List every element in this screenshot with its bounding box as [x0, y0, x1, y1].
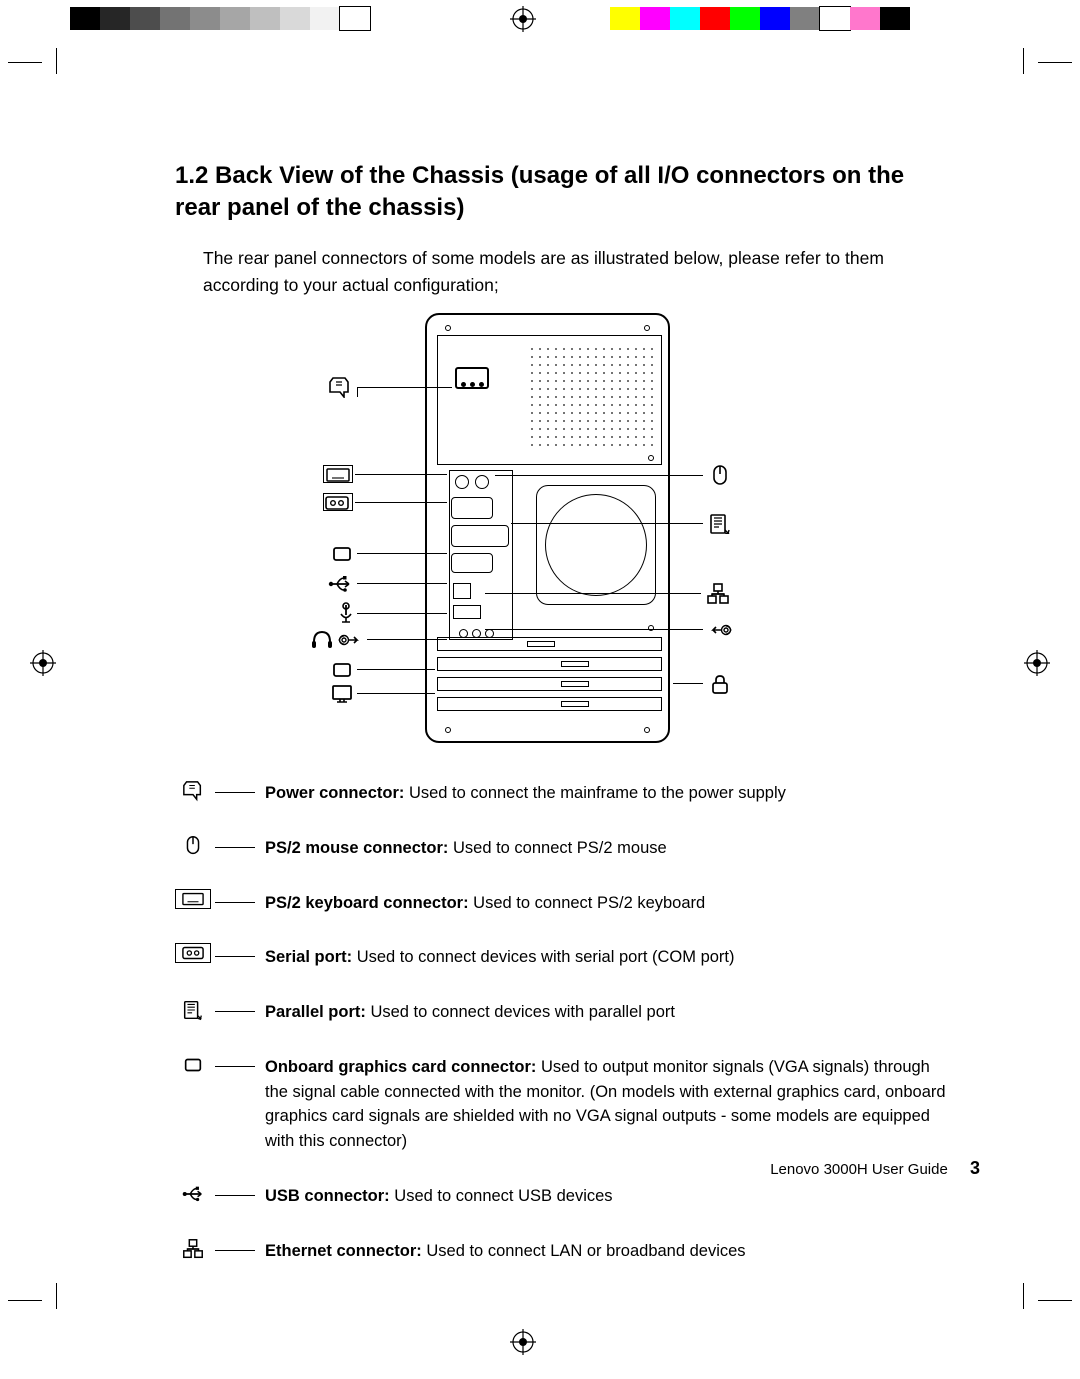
footer-page-number: 3	[970, 1158, 980, 1178]
keyboard-icon	[323, 465, 353, 483]
ethernet-icon	[175, 1237, 211, 1261]
line-out-icon	[335, 627, 365, 651]
serial-icon	[323, 493, 353, 511]
crop-mark	[8, 62, 42, 63]
legend-desc: Used to connect PS/2 keyboard	[469, 894, 706, 912]
legend-item: Serial port: Used to connect devices wit…	[175, 945, 955, 970]
legend-item: USB connector: Used to connect USB devic…	[175, 1184, 955, 1209]
legend-desc: Used to connect USB devices	[390, 1187, 613, 1205]
crop-mark	[56, 48, 57, 74]
mouse-icon	[705, 463, 735, 487]
legend-label: Power connector:	[265, 784, 404, 802]
legend-dash	[215, 1250, 255, 1251]
legend-item: Ethernet connector: Used to connect LAN …	[175, 1239, 955, 1264]
legend-desc: Used to connect LAN or broadband devices	[422, 1242, 746, 1260]
headphone-icon	[307, 627, 337, 651]
crop-mark	[1038, 1300, 1072, 1301]
line-in-icon	[705, 617, 735, 641]
registration-mark-icon	[510, 6, 536, 32]
legend-item: PS/2 keyboard connector: Used to connect…	[175, 891, 955, 916]
legend-label: Ethernet connector:	[265, 1242, 422, 1260]
registration-mark-icon	[510, 1329, 536, 1355]
vga-icon	[175, 1053, 211, 1077]
usb-icon	[175, 1182, 211, 1206]
parallel-icon	[705, 511, 735, 535]
legend-dash	[215, 956, 255, 957]
page-footer: Lenovo 3000H User Guide 3	[770, 1158, 980, 1179]
legend-dash	[215, 1011, 255, 1012]
legend-label: PS/2 keyboard connector:	[265, 894, 469, 912]
legend-desc: Used to connect devices with parallel po…	[366, 1003, 675, 1021]
legend-text: Power connector: Used to connect the mai…	[265, 781, 955, 806]
vga-icon	[327, 541, 357, 565]
monitor-icon	[327, 681, 357, 705]
power-icon	[325, 375, 355, 399]
legend-desc: Used to connect the mainframe to the pow…	[404, 784, 786, 802]
legend-label: USB connector:	[265, 1187, 390, 1205]
registration-mark-icon	[30, 650, 56, 676]
legend-item: Parallel port: Used to connect devices w…	[175, 1000, 955, 1025]
legend-text: USB connector: Used to connect USB devic…	[265, 1184, 955, 1209]
legend-item: Power connector: Used to connect the mai…	[175, 781, 955, 806]
grayscale-bar	[70, 7, 370, 30]
crop-mark	[1023, 1283, 1024, 1309]
legend-desc: Used to connect devices with serial port…	[352, 948, 734, 966]
legend-text: Parallel port: Used to connect devices w…	[265, 1000, 955, 1025]
chassis-diagram	[175, 313, 955, 763]
vga-icon	[327, 657, 357, 681]
legend-text: PS/2 mouse connector: Used to connect PS…	[265, 836, 955, 861]
mouse-icon	[175, 834, 211, 858]
ethernet-icon	[703, 581, 733, 605]
legend-list: Power connector: Used to connect the mai…	[175, 781, 955, 1263]
legend-label: Onboard graphics card connector:	[265, 1058, 536, 1076]
lock-icon	[705, 671, 735, 695]
serial-icon	[175, 943, 211, 963]
section-heading: 1.2 Back View of the Chassis (usage of a…	[175, 160, 955, 225]
usb-icon	[325, 571, 355, 595]
keyboard-icon	[175, 889, 211, 909]
legend-dash	[215, 1066, 255, 1067]
chassis-outline	[425, 313, 670, 743]
legend-dash	[215, 902, 255, 903]
legend-label: Serial port:	[265, 948, 352, 966]
legend-item: PS/2 mouse connector: Used to connect PS…	[175, 836, 955, 861]
registration-mark-icon	[1024, 650, 1050, 676]
legend-dash	[215, 1195, 255, 1196]
legend-item: Onboard graphics card connector: Used to…	[175, 1055, 955, 1154]
intro-paragraph: The rear panel connectors of some models…	[203, 245, 955, 299]
crop-mark	[1038, 62, 1072, 63]
color-bar	[610, 7, 910, 30]
legend-text: Serial port: Used to connect devices wit…	[265, 945, 955, 970]
legend-dash	[215, 847, 255, 848]
footer-guide-name: Lenovo 3000H User Guide	[770, 1161, 948, 1178]
parallel-icon	[175, 998, 211, 1022]
power-icon	[175, 779, 211, 803]
legend-label: PS/2 mouse connector:	[265, 839, 448, 857]
crop-mark	[1023, 48, 1024, 74]
legend-text: Ethernet connector: Used to connect LAN …	[265, 1239, 955, 1264]
legend-desc: Used to connect PS/2 mouse	[448, 839, 666, 857]
legend-label: Parallel port:	[265, 1003, 366, 1021]
content-area: 1.2 Back View of the Chassis (usage of a…	[175, 160, 955, 1263]
page: 1.2 Back View of the Chassis (usage of a…	[0, 0, 1080, 1379]
crop-mark	[56, 1283, 57, 1309]
legend-dash	[215, 792, 255, 793]
legend-text: PS/2 keyboard connector: Used to connect…	[265, 891, 955, 916]
crop-mark	[8, 1300, 42, 1301]
legend-text: Onboard graphics card connector: Used to…	[265, 1055, 955, 1154]
